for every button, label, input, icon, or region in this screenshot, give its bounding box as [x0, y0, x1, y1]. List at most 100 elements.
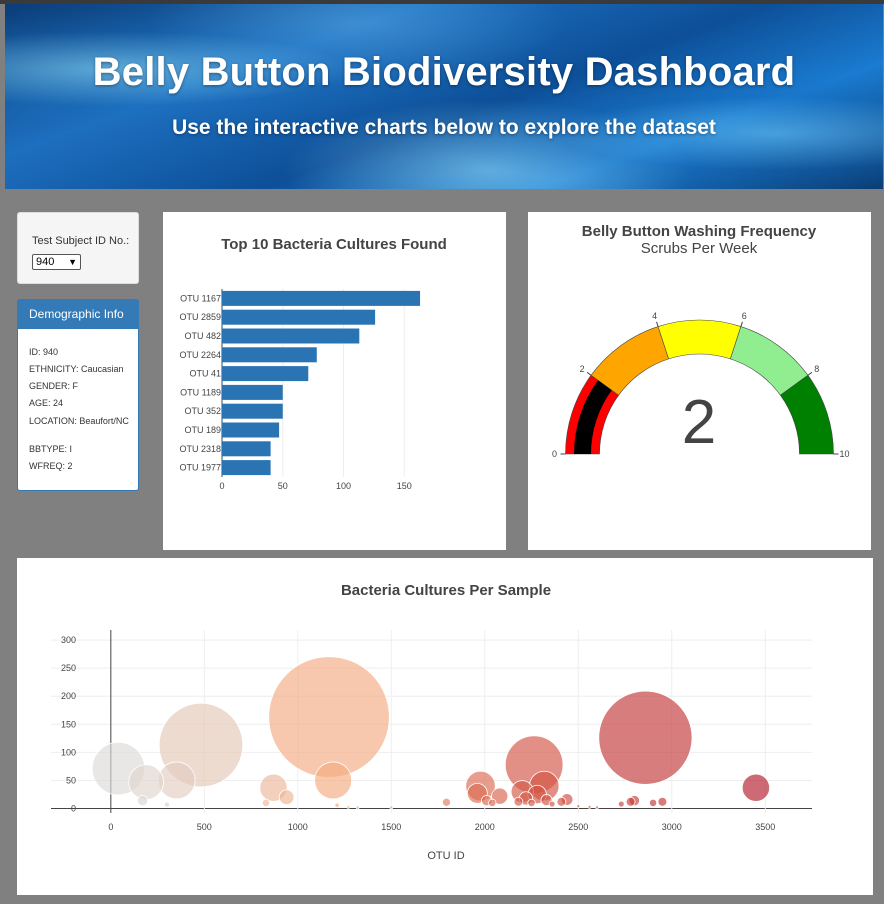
gauge-value-bar — [574, 380, 612, 454]
bar-y-tick-label: OTU 2859 — [179, 312, 221, 322]
bubble — [598, 690, 693, 785]
bubble-x-tick-label: 3000 — [662, 822, 682, 832]
bubble — [355, 805, 360, 810]
gauge-tick-label: 4 — [652, 311, 657, 321]
bubble — [441, 797, 451, 807]
gauge-value: 2 — [682, 388, 716, 457]
gauge-tick — [807, 371, 813, 376]
gauge-tick — [586, 371, 592, 376]
gauge-tick-label: 8 — [814, 364, 819, 374]
bubble-x-tick-label: 2500 — [568, 822, 588, 832]
bubble — [576, 804, 581, 809]
bubble-y-tick-label: 50 — [66, 775, 76, 785]
bubble — [556, 796, 567, 807]
bar-y-tick-label: OTU 482 — [184, 331, 221, 341]
bar-y-tick-label: OTU 41 — [189, 369, 221, 379]
chevron-down-icon: ▼ — [68, 257, 77, 267]
bar — [222, 403, 283, 419]
bubble — [625, 796, 636, 807]
page-subtitle: Use the interactive charts below to expl… — [172, 116, 716, 139]
bubble — [137, 795, 149, 807]
demographic-info-heading: Demographic Info — [18, 300, 138, 329]
demographic-row-gender: GENDER: F — [29, 381, 79, 391]
bubble-x-tick-label: 1000 — [288, 822, 308, 832]
bar — [222, 422, 280, 438]
gauge-subtitle: Scrubs Per Week — [641, 240, 758, 257]
bubble-x-tick-label: 500 — [197, 822, 212, 832]
bubble-x-axis-title: OTU ID — [427, 850, 464, 862]
demographic-row-location: LOCATION: Beaufort/NC — [29, 416, 129, 426]
top-ten-bar-chart[interactable]: Top 10 Bacteria Cultures Found OTU 1167 O… — [163, 212, 506, 550]
gauge-tick — [656, 321, 659, 327]
bubble — [491, 787, 509, 805]
bar-y-tick-label: OTU 352 — [184, 406, 221, 416]
bubble — [278, 789, 295, 806]
bubble-y-tick-label: 100 — [61, 747, 76, 757]
bubble — [314, 761, 353, 800]
bar — [222, 384, 283, 400]
subject-id-dropdown[interactable]: 940 ▼ — [32, 254, 81, 270]
bubble-y-tick-label: 250 — [61, 663, 76, 673]
bubble — [334, 802, 340, 808]
bubble-chart-title: Bacteria Cultures Per Sample — [341, 582, 551, 599]
bubble-chart-card: Bacteria Cultures Per Sample 0 500 1000 150… — [17, 558, 873, 895]
bar — [222, 328, 360, 344]
bar-y-tick-label: OTU 189 — [184, 425, 221, 435]
bar-y-tick-label: OTU 2264 — [179, 350, 221, 360]
bubble — [128, 764, 164, 800]
gauge-tick-label: 0 — [552, 449, 557, 459]
washing-frequency-gauge[interactable]: Belly Button Washing Frequency Scrubs Pe… — [528, 212, 871, 550]
bubble-y-tick-label: 300 — [61, 635, 76, 645]
bar-y-tick-label: OTU 1977 — [179, 463, 221, 473]
bubble — [741, 773, 770, 802]
bubble-y-tick-label: 150 — [61, 719, 76, 729]
bar — [222, 290, 421, 306]
gauge-tick-label: 6 — [742, 311, 747, 321]
gauge-band — [657, 319, 742, 360]
demographic-row-bbtype: BBTYPE: I — [29, 444, 73, 454]
gauge-tick — [740, 321, 743, 327]
bubble-x-tick-label: 3500 — [755, 822, 775, 832]
bubble — [595, 805, 599, 810]
bar-x-tick-label: 150 — [397, 481, 412, 491]
bubble — [346, 804, 351, 809]
bar-chart-title: Top 10 Bacteria Cultures Found — [221, 236, 447, 253]
bar-y-tick-label: OTU 1189 — [180, 387, 221, 397]
top-ten-bar-chart-card: Top 10 Bacteria Cultures Found OTU 1167 O… — [163, 212, 506, 550]
bubble-y-tick-label: 0 — [71, 804, 76, 814]
bar-x-tick-label: 0 — [219, 481, 224, 491]
gauge-tick-label: 10 — [839, 449, 849, 459]
bubble — [268, 656, 390, 778]
bar — [222, 460, 271, 476]
header-banner: Belly Button Biodiversity Dashboard Use … — [5, 4, 883, 189]
bubble — [527, 798, 536, 807]
bar — [222, 309, 376, 325]
bar-y-tick-label: OTU 1167 — [180, 293, 221, 303]
gauge-tick-label: 2 — [580, 364, 585, 374]
top-strip — [0, 0, 884, 4]
bar — [222, 347, 317, 363]
bubble-x-tick-label: 0 — [108, 822, 113, 832]
bubble-y-tick-label: 200 — [61, 691, 76, 701]
bubble — [617, 800, 625, 808]
gauge-title: Belly Button Washing Frequency — [582, 223, 817, 240]
bubble — [513, 796, 524, 807]
page-title: Belly Button Biodiversity Dashboard — [92, 50, 796, 94]
washing-frequency-gauge-card: Belly Button Washing Frequency Scrubs Pe… — [528, 212, 871, 550]
bubble — [648, 798, 658, 807]
bubble — [657, 796, 668, 807]
bubble — [488, 798, 497, 807]
subject-selector-panel: Test Subject ID No.: 940 ▼ — [17, 212, 139, 284]
bar — [222, 366, 309, 382]
bubble-x-tick-label: 1500 — [381, 822, 401, 832]
demographic-row-wfreq: WFREQ: 2 — [29, 461, 73, 471]
bubble — [261, 798, 271, 807]
demographic-row-ethnicity: ETHNICITY: Caucasian — [29, 364, 124, 374]
bar — [222, 441, 271, 457]
bubble-x-tick-label: 2000 — [475, 822, 495, 832]
demographic-row-id: ID: 940 — [29, 347, 59, 357]
bar-x-tick-label: 50 — [278, 481, 288, 491]
subject-id-value: 940 — [36, 256, 55, 268]
bar-y-tick-label: OTU 2318 — [179, 444, 221, 454]
bubble-chart[interactable]: Bacteria Cultures Per Sample 0 500 1000 150… — [17, 558, 873, 895]
